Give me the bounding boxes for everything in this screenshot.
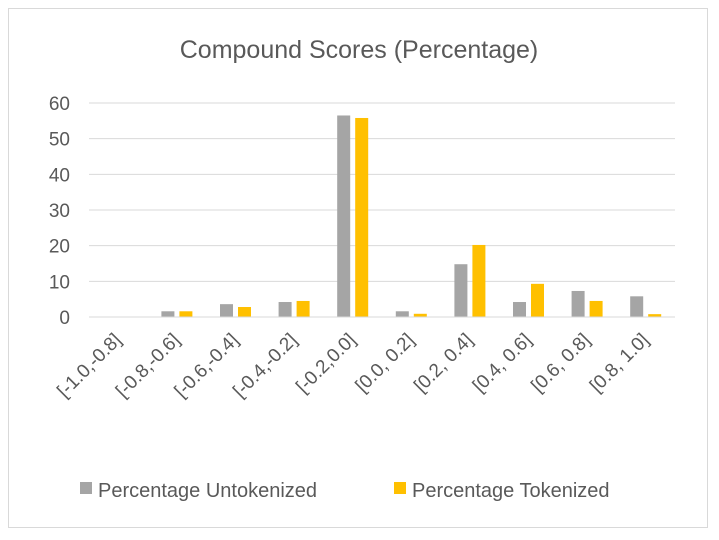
bar-tokenized bbox=[648, 314, 662, 317]
bar-untokenized bbox=[395, 311, 409, 317]
legend-swatch bbox=[394, 482, 406, 494]
x-axis-ticks: [-1.0,-0.8][-0.8,-0.6][-0.6,-0.4][-0.4,-… bbox=[53, 330, 653, 402]
bar-tokenized bbox=[355, 117, 369, 317]
x-tick-label: [0.4, 0.6] bbox=[469, 330, 536, 397]
bar-tokenized bbox=[472, 244, 486, 317]
bar-untokenized bbox=[571, 290, 585, 317]
y-tick-label: 30 bbox=[49, 201, 70, 222]
bar-tokenized bbox=[296, 300, 310, 317]
bar-untokenized bbox=[630, 296, 644, 317]
bar-untokenized bbox=[220, 304, 233, 317]
legend-swatch bbox=[80, 482, 92, 494]
x-tick-label: [-0.4,-0.2] bbox=[229, 330, 301, 402]
y-tick-label: 0 bbox=[59, 308, 70, 329]
legend-label: Percentage Tokenized bbox=[412, 480, 610, 502]
bar-tokenized bbox=[589, 300, 603, 317]
y-tick-label: 40 bbox=[49, 165, 70, 186]
bar-tokenized bbox=[238, 307, 251, 317]
bar-tokenized bbox=[413, 313, 427, 317]
bar-tokenized bbox=[531, 283, 544, 317]
chart-title: Compound Scores (Percentage) bbox=[180, 36, 539, 64]
y-axis-ticks: 0 10 20 30 40 50 60 bbox=[49, 94, 70, 329]
x-tick-label: [0.6, 0.8] bbox=[527, 330, 594, 397]
bar-untokenized bbox=[161, 311, 175, 317]
bars bbox=[161, 115, 662, 317]
y-tick-label: 20 bbox=[49, 237, 70, 258]
bar-tokenized bbox=[179, 311, 193, 317]
x-tick-label: [-0.2,0.0] bbox=[292, 330, 360, 398]
y-tick-label: 10 bbox=[49, 272, 70, 293]
x-tick-label: [0.2, 0.4] bbox=[410, 330, 477, 397]
legend: Percentage Untokenized Percentage Tokeniz… bbox=[80, 480, 610, 502]
legend-label: Percentage Untokenized bbox=[98, 480, 317, 502]
x-tick-label: [0.8, 1.0] bbox=[586, 330, 653, 397]
bar-untokenized bbox=[337, 115, 351, 317]
bar-untokenized bbox=[454, 264, 468, 317]
x-tick-label: [0.0, 0.2] bbox=[352, 330, 419, 397]
y-tick-label: 50 bbox=[49, 130, 70, 151]
bar-untokenized bbox=[513, 302, 526, 317]
gridlines bbox=[89, 102, 675, 282]
y-tick-label: 60 bbox=[49, 94, 70, 115]
bar-untokenized bbox=[278, 302, 292, 317]
